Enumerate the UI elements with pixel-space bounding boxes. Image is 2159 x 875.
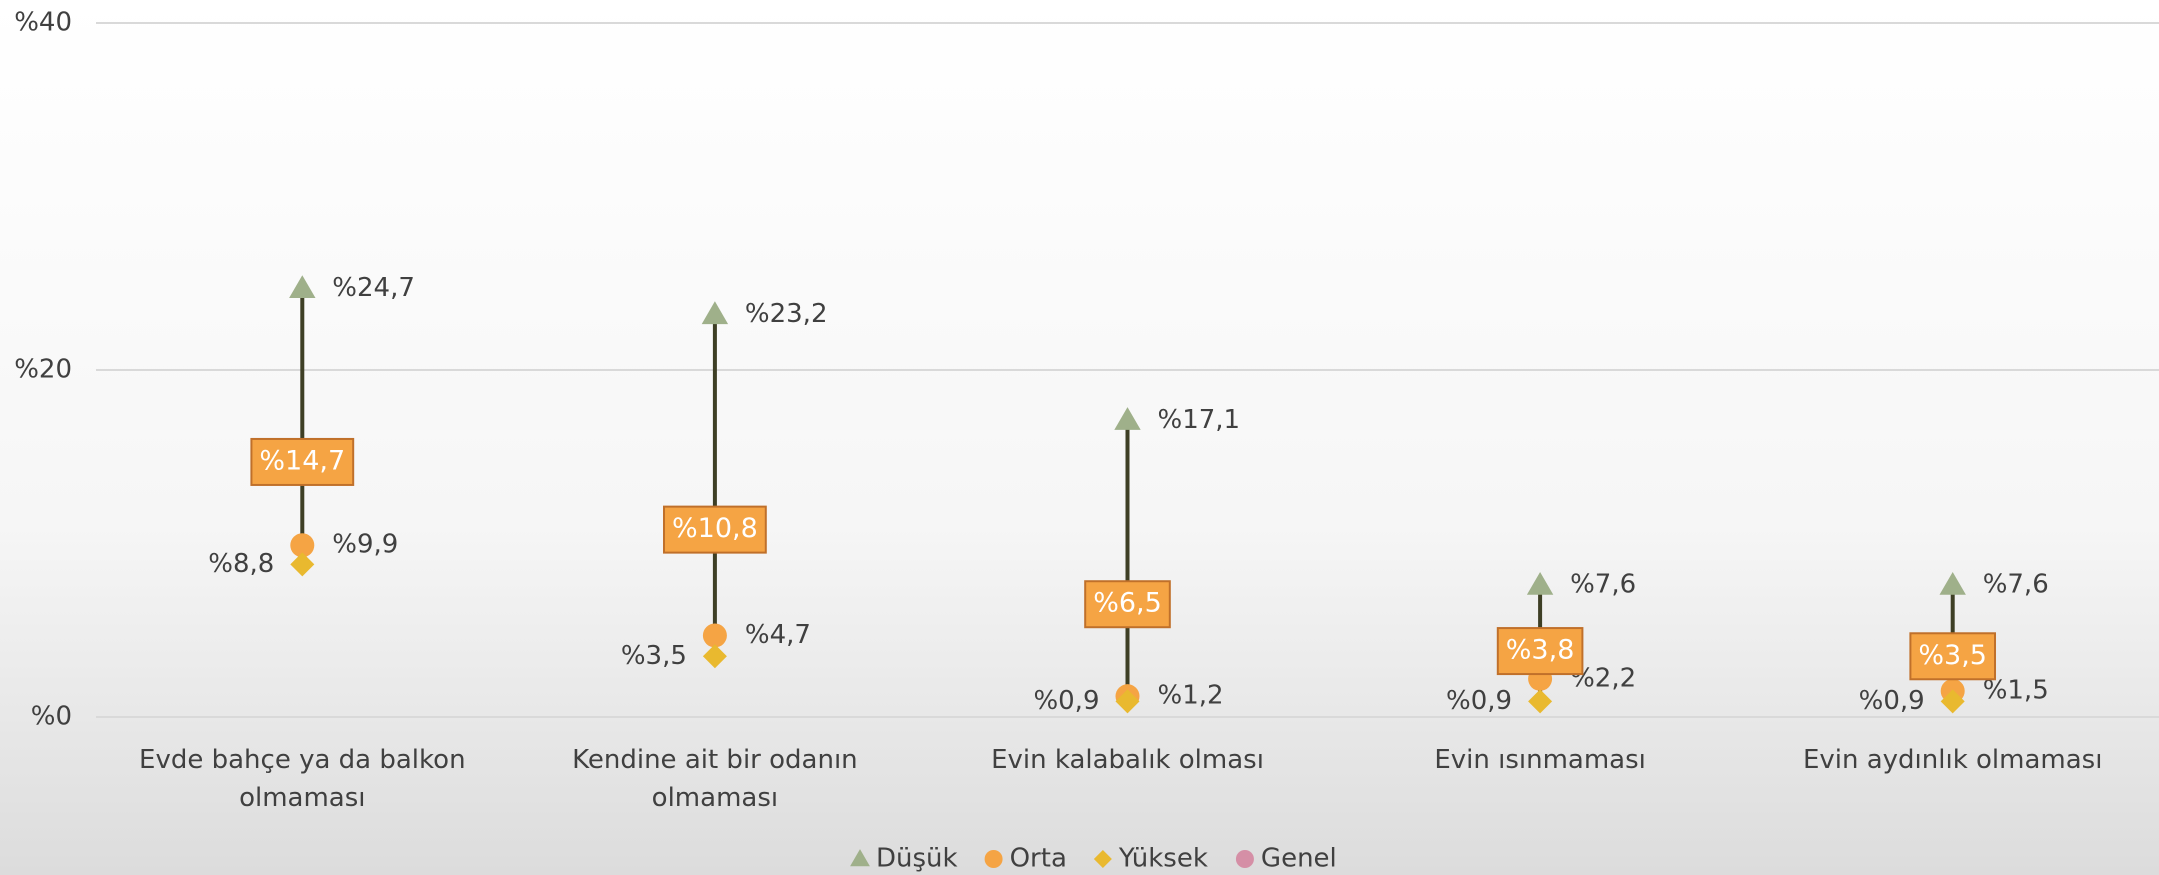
data-label: %0,9: [1446, 686, 1512, 716]
y-tick-label: %0: [31, 702, 72, 732]
y-tick-label: %40: [14, 8, 72, 38]
data-label: %9,9: [332, 530, 398, 560]
genel-box: %3,5: [1909, 632, 1997, 681]
legend-label: Genel: [1261, 844, 1337, 874]
x-tick-label: Evin aydınlık olmaması: [1802, 745, 2103, 775]
data-label: %10,8: [672, 513, 758, 544]
data-label: %3,8: [1506, 635, 1575, 666]
data-label: %23,2: [745, 299, 828, 329]
marker-diamond: [290, 552, 315, 577]
genel-marker: [250, 437, 355, 486]
legend-label: Düşük: [876, 844, 958, 874]
marker-circle: [702, 623, 727, 648]
data-label: %4,7: [745, 620, 811, 650]
genel-box: %3,8: [1496, 627, 1584, 676]
marker-diamond: [702, 644, 727, 669]
data-label: %6,5: [1093, 588, 1162, 619]
genel-marker: [1909, 632, 1997, 681]
data-label: %7,6: [1983, 570, 2049, 600]
data-label: %1,2: [1158, 681, 1224, 711]
legend-label: Orta: [1010, 844, 1067, 874]
data-label: %3,5: [621, 641, 687, 671]
marker-triangle: [289, 275, 316, 299]
data-label: %7,6: [1570, 570, 1636, 600]
marker-triangle: [701, 301, 729, 325]
x-tick-label: Evin ısınmaması: [1434, 745, 1646, 775]
genel-box: %14,7: [250, 437, 355, 486]
genel-box: %6,5: [1084, 580, 1171, 629]
marker-circle: [1235, 850, 1254, 868]
data-label: %24,7: [332, 273, 415, 303]
data-label: %0,9: [1033, 686, 1099, 716]
x-tick-label: Evin kalabalık olması: [991, 745, 1264, 775]
marker-triangle: [1114, 407, 1141, 430]
data-label: %1,5: [1983, 675, 2049, 705]
data-label: %0,9: [1859, 686, 1925, 716]
data-label: %14,7: [259, 445, 345, 476]
x-tick-label: Evde bahçe ya da balkon olmaması: [139, 745, 466, 813]
marker-circle: [984, 850, 1003, 868]
marker-triangle: [1939, 571, 1966, 595]
genel-marker: [1084, 580, 1171, 629]
marker-circle: [290, 533, 315, 558]
marker-triangle: [850, 849, 870, 867]
genel-box: %10,8: [663, 505, 767, 554]
marker-diamond: [1528, 689, 1553, 714]
genel-marker: [1496, 627, 1584, 676]
marker-diamond: [1115, 689, 1140, 714]
y-tick-label: %20: [14, 355, 72, 385]
data-label: %17,1: [1158, 405, 1241, 435]
data-label: %8,8: [208, 549, 274, 579]
legend-label: Yüksek: [1118, 844, 1208, 874]
marker-triangle: [1526, 571, 1554, 595]
x-tick-label: Kendine ait bir odanın olmaması: [572, 745, 858, 813]
marker-diamond: [1940, 689, 1965, 714]
genel-marker: [663, 505, 767, 554]
data-label: %3,5: [1918, 640, 1987, 671]
marker-diamond: [1093, 850, 1112, 868]
